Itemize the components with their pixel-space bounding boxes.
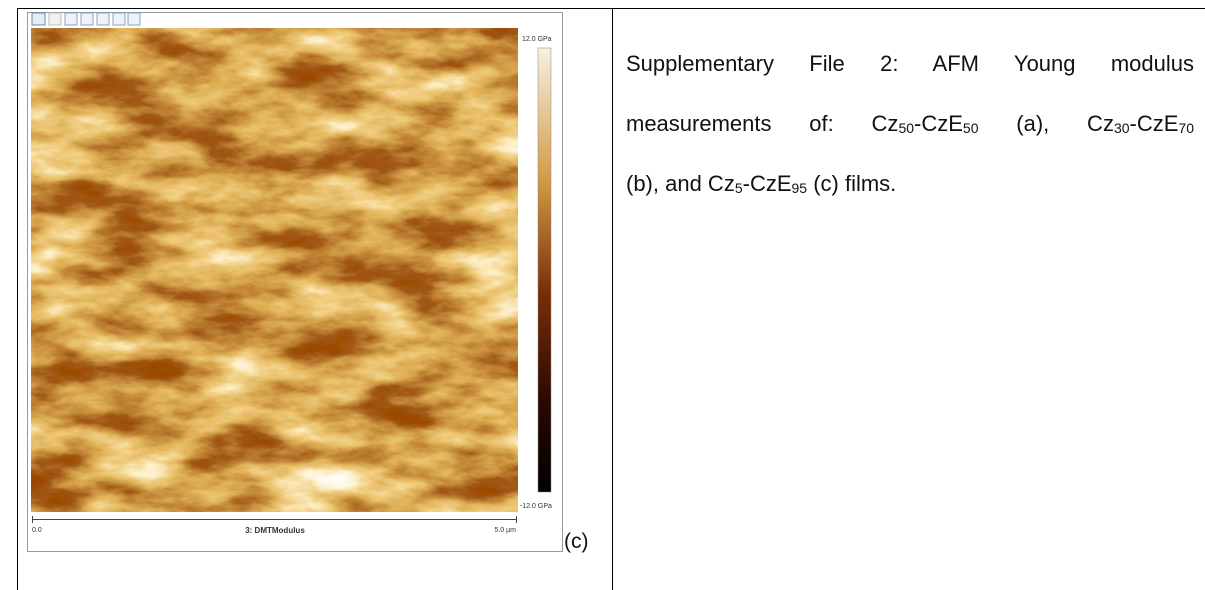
scale-end: 5.0 µm (494, 527, 516, 534)
scale-bar (32, 516, 517, 523)
panel-label: (c) (564, 530, 589, 553)
colorbar (537, 47, 552, 493)
caption-text: -CzE (1129, 111, 1179, 136)
subscript: 50 (898, 120, 915, 136)
subscript: 70 (1178, 120, 1194, 136)
afm-image (31, 28, 518, 512)
caption-text: (b), and Cz (626, 171, 735, 196)
scale-start: 0.0 (32, 527, 42, 534)
caption-text: measurements of: Cz (626, 111, 899, 136)
subscript: 5 (734, 180, 743, 196)
caption-text: -CzE (742, 171, 792, 196)
caption-text: Supplementary File 2: AFM Young modulus (626, 51, 1194, 76)
subscript: 95 (791, 180, 808, 196)
caption-line: Supplementary File 2: AFM Young modulus (626, 40, 1194, 100)
channel-label: 3: DMTModulus (245, 526, 305, 535)
caption-text: (a), Cz (978, 111, 1114, 136)
colorbar-max: 12.0 GPa (522, 36, 552, 43)
subscript: 30 (1113, 120, 1130, 136)
caption-line: measurements of: Cz50-CzE50 (a), Cz30-Cz… (626, 100, 1194, 160)
caption-text: -CzE (914, 111, 963, 136)
caption-text: (c) films. (807, 171, 897, 196)
caption-line: (b), and Cz5-CzE95 (c) films. (626, 160, 1194, 220)
colorbar-min: -12.0 GPa (520, 503, 552, 510)
caption: Supplementary File 2: AFM Young modulus m… (626, 40, 1194, 220)
toolbar (31, 12, 141, 26)
subscript: 50 (962, 120, 979, 136)
